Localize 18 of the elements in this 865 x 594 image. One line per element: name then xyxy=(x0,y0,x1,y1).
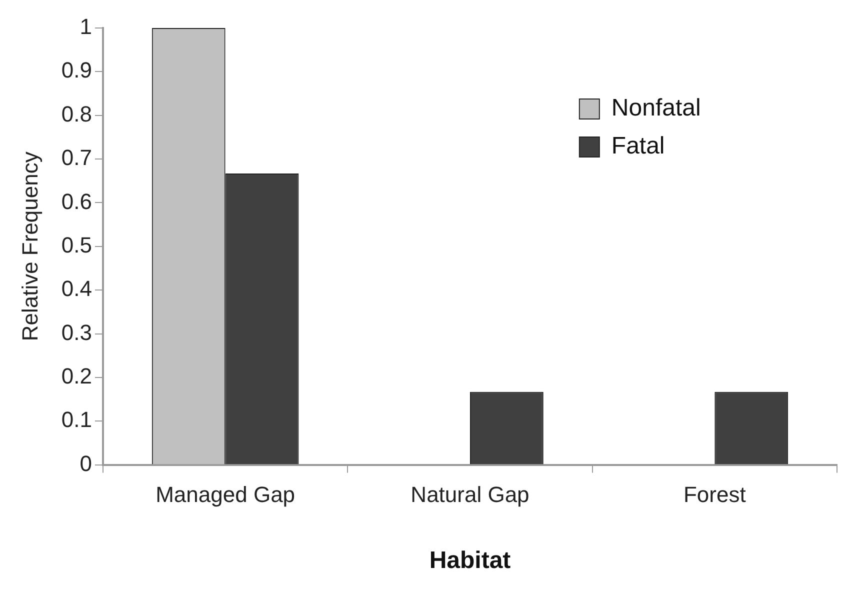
y-tick-label: 0.3 xyxy=(61,320,92,345)
y-tick-label: 1 xyxy=(80,14,92,40)
y-tick-label: 0.8 xyxy=(61,101,92,126)
legend-label: Fatal xyxy=(611,132,665,160)
y-tick-label: 0.4 xyxy=(61,276,92,302)
y-tick-label: 0 xyxy=(80,450,92,476)
y-tick-label: 0.6 xyxy=(61,188,92,214)
legend-label: Nonfatal xyxy=(611,94,701,122)
y-tick-label: 0.1 xyxy=(61,407,92,432)
y-tick-label: 0.9 xyxy=(61,58,92,83)
y-tick-label: 0.7 xyxy=(61,145,92,170)
x-tick-label: Forest xyxy=(683,482,746,508)
x-axis-title: Habitat xyxy=(429,547,511,574)
y-tick-label: 0.5 xyxy=(61,232,92,258)
x-tick-label: Natural Gap xyxy=(410,482,530,508)
y-tick-label: 0.2 xyxy=(61,364,92,389)
y-axis-title: Relative Frequency xyxy=(17,152,42,342)
x-tick-label: Managed Gap xyxy=(156,482,296,508)
